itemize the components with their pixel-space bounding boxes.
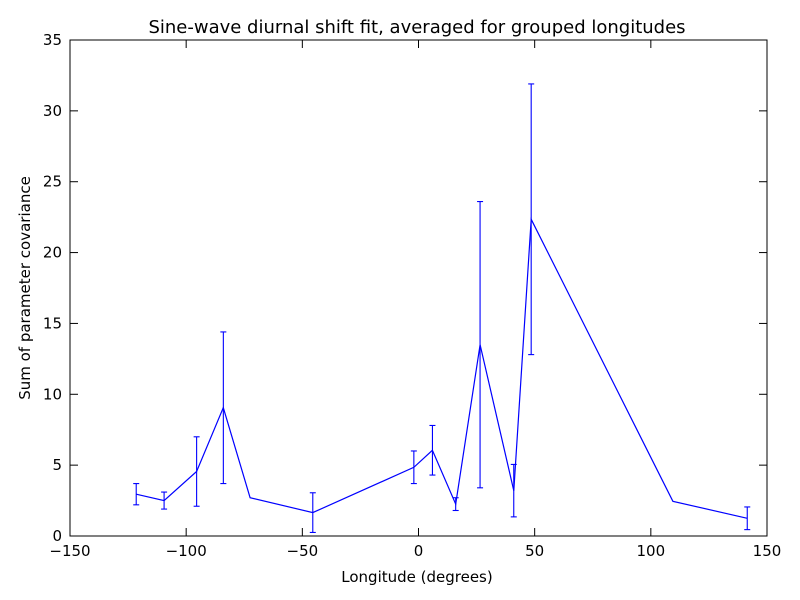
plot-area <box>133 83 751 534</box>
error-bar <box>510 463 517 518</box>
x-tick-label: −150 <box>49 542 90 560</box>
x-tick-label: 100 <box>637 542 666 560</box>
error-bar <box>452 497 459 512</box>
y-tick-label: 30 <box>43 102 62 120</box>
error-bar <box>410 450 417 485</box>
y-tick-label: 5 <box>52 456 62 474</box>
x-axis-label: Longitude (degrees) <box>341 568 492 586</box>
error-bar <box>744 506 751 531</box>
error-bar <box>133 483 140 506</box>
y-tick-label: 0 <box>52 527 62 545</box>
x-tick-label: −50 <box>287 542 319 560</box>
y-tick-label: 25 <box>43 173 62 191</box>
y-axis-ticks: 0 5 10 15 20 25 30 35 <box>43 31 767 545</box>
error-bar <box>528 83 535 356</box>
x-tick-label: −100 <box>166 542 207 560</box>
x-tick-label: 150 <box>753 542 782 560</box>
error-bar <box>220 331 227 485</box>
y-tick-label: 20 <box>43 244 62 262</box>
error-bar <box>429 424 436 476</box>
error-bar <box>477 201 484 489</box>
error-bar <box>161 491 168 510</box>
error-bar <box>309 492 316 534</box>
y-tick-label: 10 <box>43 385 62 403</box>
error-bar <box>193 436 200 507</box>
chart-title: Sine-wave diurnal shift fit, averaged fo… <box>148 17 685 38</box>
y-axis-label: Sum of parameter covariance <box>16 176 34 400</box>
y-tick-label: 35 <box>43 31 62 49</box>
plot-frame <box>69 39 768 537</box>
x-axis-ticks: −150 −100 −50 0 50 100 150 <box>49 40 781 560</box>
x-tick-label: 0 <box>414 542 424 560</box>
y-tick-label: 15 <box>43 314 62 332</box>
x-tick-label: 50 <box>525 542 544 560</box>
series-line <box>136 217 748 519</box>
